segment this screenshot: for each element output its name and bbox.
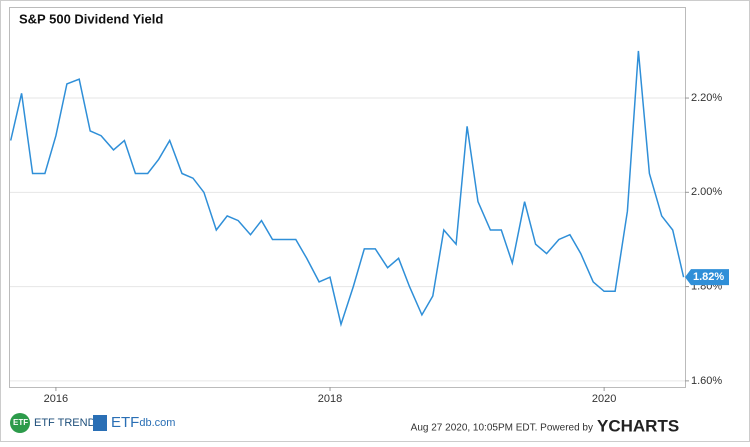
x-tick-label: 2018 [318, 393, 342, 405]
timestamp: Aug 27 2020, 10:05PM EDT. Powered by [411, 423, 593, 434]
chart-title: S&P 500 Dividend Yield [19, 11, 163, 26]
end-label: 1.82% [693, 271, 724, 283]
logo-icon-text: ETF [13, 418, 28, 427]
logo1: ETF TRENDS [34, 417, 103, 429]
end-label-bg [685, 269, 729, 286]
y-tick-label: 2.00% [691, 186, 722, 198]
line [9, 50, 685, 328]
logo-icon [10, 413, 30, 433]
plot [9, 50, 685, 382]
logo2-icon [93, 415, 107, 431]
x-tick-label: 2016 [44, 393, 68, 405]
x-tick-label: 2020 [592, 393, 616, 405]
y-tick-label: 1.60% [691, 375, 722, 387]
plot-area [9, 7, 686, 388]
brand: YCHARTS [597, 416, 679, 435]
logo2: ETFdb.com [111, 414, 175, 431]
y-tick-label: 2.20% [691, 92, 722, 104]
title-box [12, 9, 167, 31]
